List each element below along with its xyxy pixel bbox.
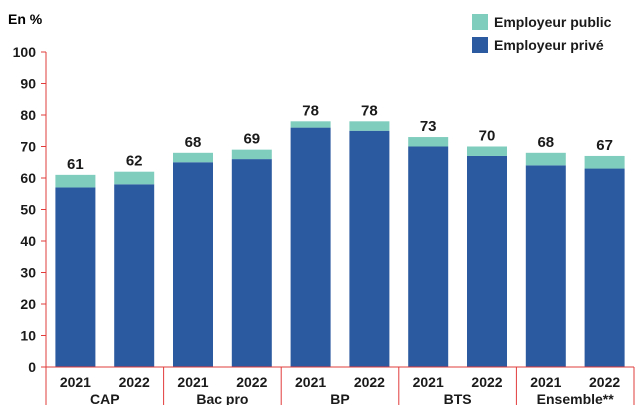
y-tick-label: 10	[20, 328, 36, 344]
x-tick-label: 2022	[471, 374, 502, 390]
x-tick-label: 2021	[530, 374, 561, 390]
y-tick-label: 70	[20, 139, 36, 155]
x-tick-label: 2021	[177, 374, 208, 390]
bar-total-label: 78	[302, 102, 319, 119]
legend: Employeur public Employeur privé	[472, 10, 611, 56]
bar-segment-private	[584, 168, 625, 367]
group-label: BTS	[444, 391, 472, 405]
y-axis-title: En %	[8, 11, 43, 27]
x-axis: 2021 2022 2021 2022 2021 2022 2021 2022 2021 2022…	[45, 366, 635, 405]
group-label: Ensemble**	[537, 391, 615, 405]
bar-total-label: 61	[67, 156, 84, 173]
legend-label-public: Employeur public	[494, 13, 612, 30]
bar-segment-public	[231, 149, 272, 160]
group-label: Bac pro	[196, 391, 248, 405]
y-tick-label: 20	[20, 296, 36, 312]
bar-segment-private	[525, 165, 566, 367]
bar-total-label: 68	[185, 134, 202, 151]
bar-total-label: 68	[537, 134, 554, 151]
y-tick-label: 50	[20, 202, 36, 218]
bar-segment-public	[290, 121, 331, 128]
x-tick-label: 2022	[354, 374, 385, 390]
bar-segment-public	[55, 174, 96, 188]
bar-segment-private	[349, 130, 390, 367]
bar-segment-private	[467, 155, 507, 367]
x-tick-label: 2021	[413, 374, 444, 390]
bar-segment-public	[114, 171, 155, 185]
bar-segment-public	[408, 137, 449, 147]
y-tick-label: 60	[20, 170, 36, 186]
bar-total-label: 78	[361, 102, 378, 119]
bar-segment-public	[467, 146, 507, 156]
x-tick-label: 2022	[119, 374, 150, 390]
bar-segment-private	[55, 187, 96, 367]
y-tick-label: 80	[20, 107, 36, 123]
group-label: BP	[330, 391, 349, 405]
legend-swatch-private	[472, 36, 488, 53]
bar-segment-private	[290, 127, 331, 367]
bar-total-label: 70	[479, 128, 496, 145]
y-tick-label: 30	[20, 265, 36, 281]
bar-segment-private	[173, 162, 213, 367]
x-tick-label: 2021	[295, 374, 326, 390]
bar-segment-private	[114, 184, 155, 367]
legend-item-private: Employeur privé	[472, 33, 611, 56]
bar-total-label: 67	[596, 137, 613, 154]
y-tick-label: 90	[20, 76, 36, 92]
y-tick-label: 40	[20, 233, 36, 249]
y-tick-label: 100	[13, 44, 37, 60]
legend-label-private: Employeur privé	[494, 36, 604, 53]
bar-total-label: 69	[243, 131, 260, 148]
x-tick-label: 2022	[236, 374, 267, 390]
legend-swatch-public	[472, 13, 488, 30]
bar-segment-private	[408, 146, 449, 367]
bars: 61 62 68 69 78 78 73 70 68 67	[55, 102, 625, 367]
bar-total-label: 73	[420, 118, 437, 135]
legend-item-public: Employeur public	[472, 10, 611, 33]
group-label: CAP	[90, 391, 120, 405]
bar-segment-public	[173, 152, 213, 163]
y-tick-label: 0	[28, 359, 36, 375]
bar-segment-public	[525, 152, 566, 166]
bar-segment-public	[349, 121, 390, 131]
bar-total-label: 62	[126, 153, 143, 170]
x-tick-label: 2022	[589, 374, 620, 390]
x-tick-label: 2021	[60, 374, 91, 390]
bar-segment-private	[231, 159, 272, 367]
bar-segment-public	[584, 155, 625, 169]
y-axis-ticks: 0 10 20 30 40 50 60 70 80 90 100	[13, 44, 47, 375]
